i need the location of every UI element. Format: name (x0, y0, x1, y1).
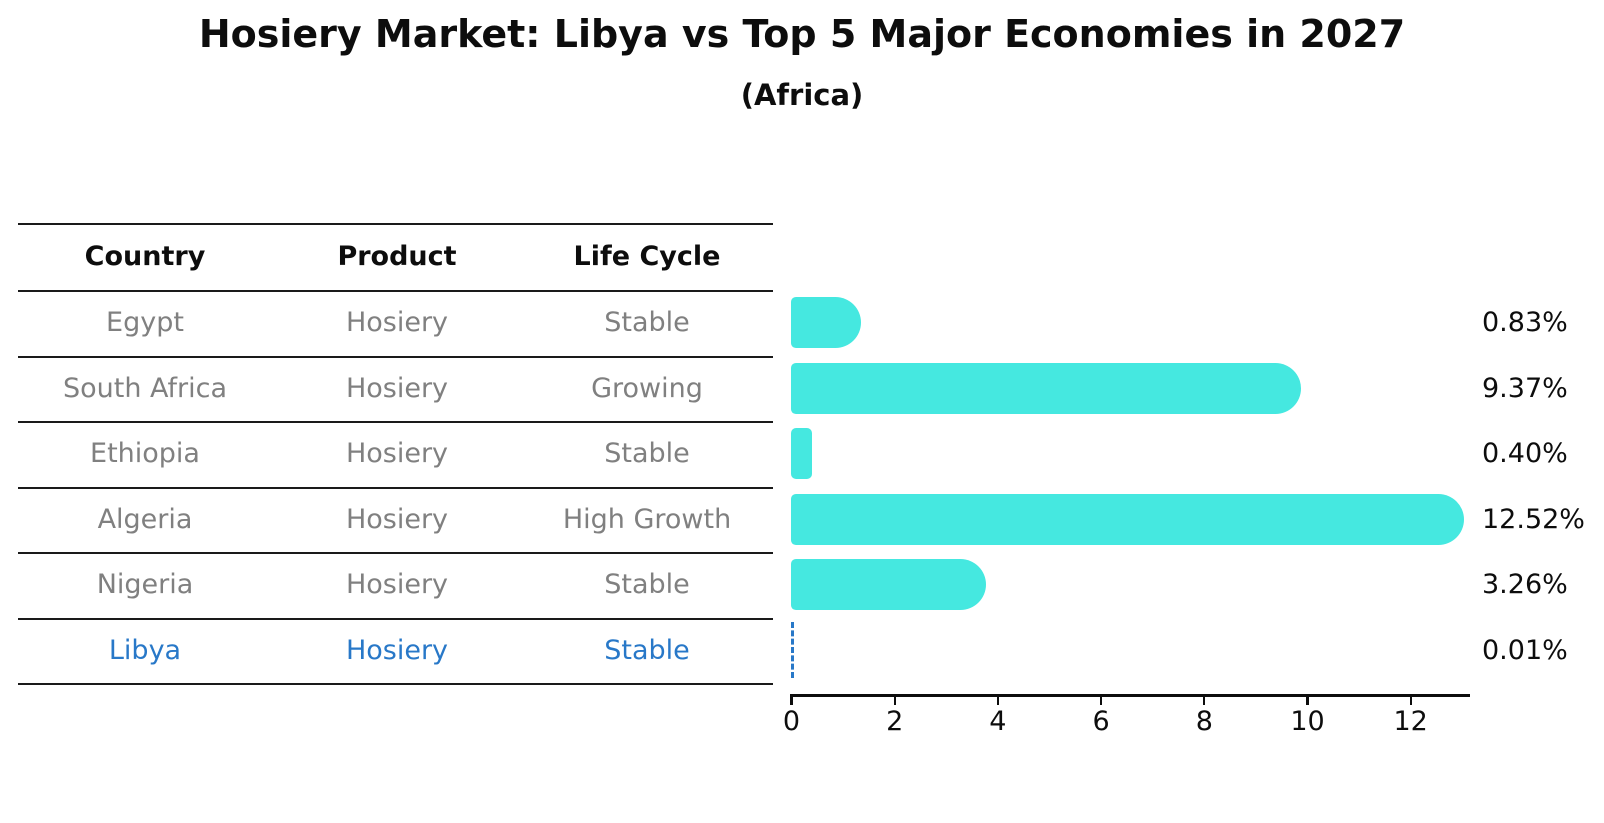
value-label: 0.83% (1482, 307, 1568, 339)
value-label: 9.37% (1482, 372, 1568, 404)
bar-ethiopia (791, 428, 812, 479)
x-axis-tick (1409, 694, 1412, 705)
x-axis-tick-label: 12 (1393, 706, 1428, 737)
table-row: Algeria Hosiery High Growth (18, 487, 773, 553)
cell-country: Ethiopia (90, 438, 200, 470)
table-rule (18, 355, 773, 358)
x-axis-tick (893, 694, 896, 705)
table-row: Ethiopia Hosiery Stable (18, 421, 773, 487)
cell-product: Hosiery (345, 634, 449, 666)
bar-south-africa (791, 362, 1302, 414)
col-header-product: Product (337, 241, 457, 272)
cell-lifecycle: Stable (604, 307, 690, 339)
cell-lifecycle: Stable (604, 634, 690, 666)
cell-lifecycle: Stable (604, 569, 690, 601)
cell-country: Algeria (97, 503, 193, 535)
table-rule (18, 683, 773, 686)
chart-title: Hosiery Market: Libya vs Top 5 Major Eco… (198, 12, 1406, 56)
x-axis-tick (1203, 694, 1206, 705)
x-axis-tick-label: 8 (1195, 706, 1213, 737)
x-axis-tick-label: 10 (1290, 706, 1325, 737)
x-axis-tick (1306, 694, 1309, 705)
x-axis-tick (790, 694, 793, 705)
cell-lifecycle: Growing (591, 372, 703, 404)
bar-algeria (791, 493, 1465, 545)
x-axis-tick (1099, 694, 1103, 705)
table-rule (18, 290, 773, 293)
value-label: 0.01% (1482, 634, 1568, 666)
table-rule (18, 617, 773, 620)
table-row: Libya Hosiery Stable (18, 618, 773, 684)
cell-product: Hosiery (345, 307, 449, 339)
cell-lifecycle: High Growth (562, 503, 732, 535)
table-rule (18, 421, 773, 424)
country-table: Country Product Life Cycle Egypt Hosiery… (18, 0, 773, 823)
cell-country: Egypt (106, 307, 184, 339)
x-axis-tick-label: 2 (886, 706, 904, 737)
table-rule (18, 223, 773, 226)
bar-egypt (791, 297, 861, 348)
cell-country: Libya (108, 634, 182, 666)
cell-product: Hosiery (345, 372, 449, 404)
value-label: 3.26% (1482, 569, 1568, 601)
x-axis-line (791, 694, 1470, 697)
cell-product: Hosiery (345, 503, 449, 535)
x-axis-tick-label: 4 (989, 706, 1007, 737)
x-axis-tick (996, 694, 1000, 705)
cell-lifecycle: Stable (604, 438, 690, 470)
table-row: Egypt Hosiery Stable (18, 290, 773, 356)
cell-product: Hosiery (345, 569, 449, 601)
col-header-country: Country (84, 241, 206, 272)
table-row: Nigeria Hosiery Stable (18, 552, 773, 618)
col-header-lifecycle: Life Cycle (573, 241, 721, 272)
chart-subtitle: (Africa) (740, 78, 864, 112)
table-header-row: Country Product Life Cycle (18, 223, 773, 290)
bar-libya-dashed (791, 622, 794, 678)
table-row: South Africa Hosiery Growing (18, 356, 773, 422)
value-label: 12.52% (1482, 503, 1585, 535)
bar-nigeria (791, 559, 987, 610)
cell-product: Hosiery (345, 438, 449, 470)
table-rule (18, 552, 773, 555)
value-label: 0.40% (1482, 438, 1568, 470)
cell-country: South Africa (62, 372, 228, 404)
x-axis-tick-label: 6 (1092, 706, 1110, 737)
x-axis-tick-label: 0 (782, 706, 801, 737)
table-rule (18, 486, 773, 489)
cell-country: Nigeria (96, 569, 194, 601)
